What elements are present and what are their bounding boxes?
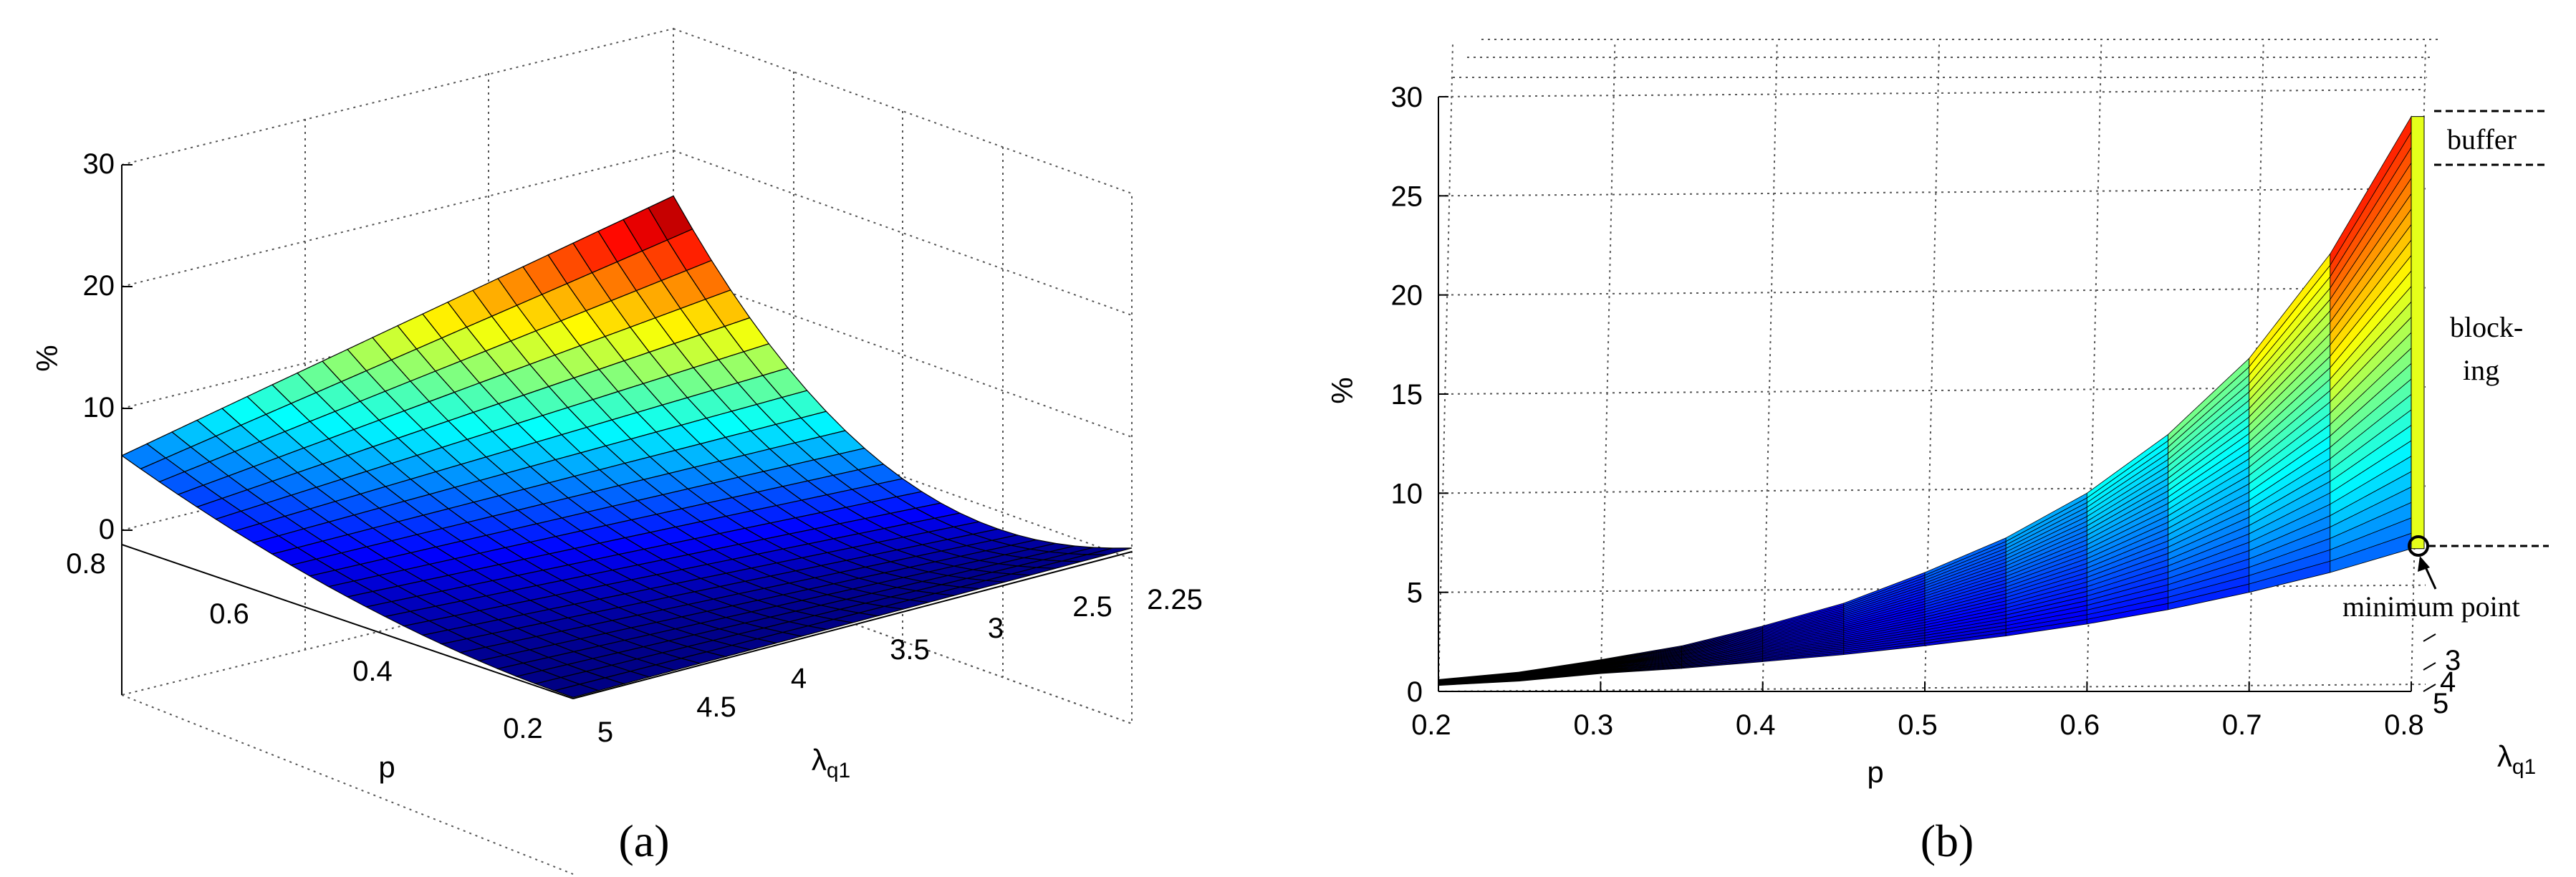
p-axis-label-b: p	[1867, 755, 1883, 789]
panel-label-a: (a)	[618, 815, 669, 866]
annotations-b: buffer block- ing minimum point	[2342, 110, 2549, 623]
minimum-point-label: minimum point	[2342, 590, 2520, 623]
p-tick-label: 0.8	[2384, 709, 2424, 741]
lambda-tick-label: 3	[2445, 645, 2461, 676]
z-axis-label-a: %	[30, 345, 64, 371]
p-tick-label: 0.7	[2222, 709, 2262, 741]
lambda-tick-label: 3.5	[890, 634, 930, 666]
p-tick-label: 0.2	[503, 713, 543, 744]
p-ticks-b: 0.2 0.3 0.4 0.5 0.6 0.7 0.8	[1411, 681, 2424, 741]
buffer-label: buffer	[2447, 123, 2517, 155]
p-tick-label: 0.4	[352, 656, 393, 687]
z-tick-label: 15	[1391, 379, 1423, 411]
surface-end-face	[2411, 116, 2425, 550]
p-tick-label: 0.6	[2060, 709, 2100, 741]
p-axis-label-a: p	[378, 750, 395, 784]
lambda-axis-label-a: λq1	[812, 743, 850, 782]
lambda-tick-label: 2.25	[1147, 584, 1203, 615]
surface-patch	[552, 684, 600, 698]
z-tick-label: 10	[83, 392, 115, 423]
z-tick-label: 5	[1407, 578, 1423, 609]
p-tick-label: 0.3	[1574, 709, 1614, 741]
lambda-axis-label-b: λq1	[2497, 739, 2536, 779]
surface-a	[120, 195, 1133, 698]
z-tick-label: 20	[83, 270, 115, 302]
p-tick-label: 0.6	[209, 598, 249, 630]
back-frame-b	[1453, 39, 2441, 78]
lambda-tick-label: 5	[597, 717, 613, 748]
blocking-label-line2: ing	[2463, 354, 2499, 386]
z-tick-label: 30	[83, 148, 115, 180]
z-tick-label: 30	[1391, 82, 1423, 113]
p-tick-label: 0.2	[1411, 709, 1451, 741]
chart-panel-a: 0 10 20 30 % 0.8 0.6 0.4 0.2 p 5 4.5 4 3…	[30, 27, 1203, 875]
p-tick-label: 0.4	[1736, 709, 1776, 741]
panel-label-b: (b)	[1921, 815, 1974, 866]
z-ticks-a: 0 10 20 30	[83, 148, 133, 545]
blocking-label-line1: block-	[2450, 311, 2523, 343]
z-tick-label: 20	[1391, 280, 1423, 312]
z-ticks-b: 0 5 10 15 20 25 30	[1391, 82, 1448, 708]
p-tick-label: 0.5	[1898, 709, 1938, 741]
z-tick-label: 25	[1391, 181, 1423, 212]
z-tick-label: 10	[1391, 478, 1423, 509]
minimum-point-marker	[2408, 535, 2429, 557]
z-tick-label: 0	[99, 514, 115, 545]
surface-plot-b: 0 5 10 15 20 25 30 0.2 0.3 0.4 0.5 0.6 0.7 0.8 % p 3…	[1325, 39, 2549, 866]
lambda-tick-label: 3	[988, 613, 1004, 644]
lambda-ticks-b: 3 4 5	[2423, 633, 2461, 719]
z-axis-label-b: %	[1325, 377, 1359, 403]
lambda-ticks-a: 5 4.5 4 3.5 3 2.5 2.25	[597, 584, 1203, 748]
surface-b	[1438, 115, 2425, 686]
p-ticks-a: 0.8 0.6 0.4 0.2	[66, 548, 543, 744]
z-tick-label: 0	[1407, 676, 1423, 708]
chart-panel-b: 0 5 10 15 20 25 30 0.2 0.3 0.4 0.5 0.6 0.7 0.8 % p 3…	[1288, 0, 2576, 877]
lambda-tick-label: 4	[2440, 666, 2456, 698]
p-tick-label: 0.8	[66, 548, 106, 580]
lambda-tick-label: 4	[791, 663, 807, 694]
lambda-tick-label: 2.5	[1072, 591, 1112, 623]
lambda-tick-label: 4.5	[696, 691, 736, 723]
surface-plot-a: 0 10 20 30 % 0.8 0.6 0.4 0.2 p 5 4.5 4 3…	[30, 27, 1203, 875]
lambda-tick-label: 5	[2433, 688, 2448, 719]
